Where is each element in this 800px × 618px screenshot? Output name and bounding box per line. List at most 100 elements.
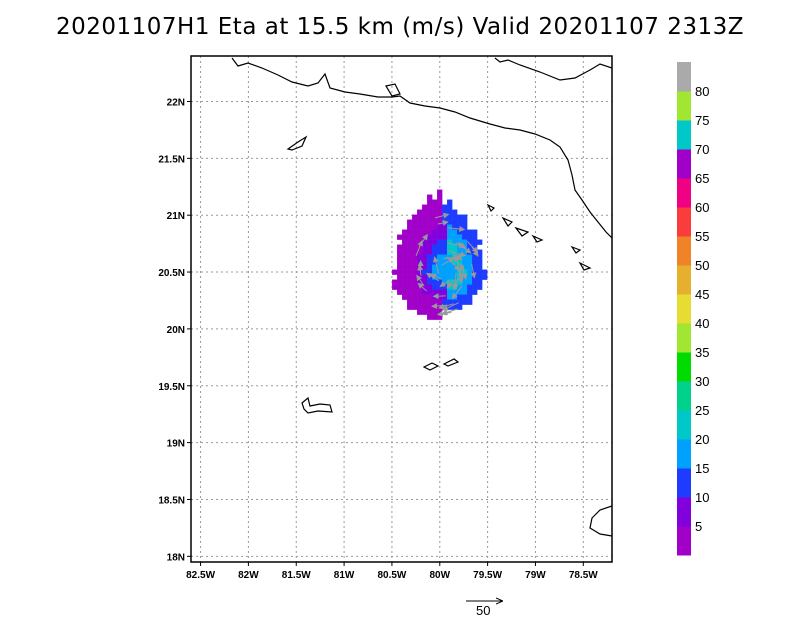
wind-speed-cell — [417, 220, 422, 225]
colorbar-swatch — [677, 497, 691, 527]
colorbar-swatch — [677, 178, 691, 208]
wind-speed-cell — [427, 295, 432, 300]
wind-speed-cell — [447, 290, 452, 295]
wind-speed-cell — [442, 250, 447, 255]
wind-speed-cell — [397, 275, 402, 280]
wind-speed-cell — [452, 275, 457, 280]
wind-speed-cell — [452, 245, 457, 250]
wind-speed-cell — [467, 230, 472, 235]
wind-speed-cell — [432, 220, 437, 225]
vector-scale-key: 50 — [466, 601, 502, 618]
colorbar-label: 5 — [695, 519, 702, 534]
lat-tick-label: 20.5N — [158, 268, 185, 279]
cay-1 — [288, 137, 306, 150]
wind-speed-cell — [467, 300, 472, 305]
wind-speed-cell — [477, 280, 482, 285]
colorbar-label: 50 — [695, 258, 709, 273]
wind-speed-cell — [412, 280, 417, 285]
wind-speed-cell — [427, 280, 432, 285]
wind-speed-cell — [402, 295, 407, 300]
wind-speed-cell — [412, 295, 417, 300]
wind-speed-cell — [417, 285, 422, 290]
wind-speed-cell — [422, 290, 427, 295]
wind-speed-cell — [407, 255, 412, 260]
wind-speed-cell — [412, 240, 417, 245]
lon-tick-label: 79.5W — [473, 570, 502, 581]
wind-speed-cell — [447, 225, 452, 230]
wind-speed-cell — [402, 275, 407, 280]
wind-speed-cell — [432, 290, 437, 295]
wind-speed-cell — [422, 260, 427, 265]
colorbar-label: 75 — [695, 113, 709, 128]
wind-speed-cell — [412, 300, 417, 305]
wind-speed-cell — [432, 225, 437, 230]
wind-speed-cell — [422, 250, 427, 255]
wind-speed-cell — [432, 250, 437, 255]
wind-speed-cell — [402, 255, 407, 260]
wind-speed-cell — [447, 245, 452, 250]
wind-speed-cell — [432, 210, 437, 215]
wind-speed-cell — [447, 205, 452, 210]
wind-speed-cell — [427, 315, 432, 320]
wind-speed-cell — [427, 310, 432, 315]
wind-speed-cell — [437, 230, 442, 235]
wind-speed-cell — [402, 265, 407, 270]
wind-speed-cell — [442, 225, 447, 230]
wind-speed-cell — [407, 235, 412, 240]
wind-speed-cell — [462, 290, 467, 295]
wind-speed-cell — [432, 245, 437, 250]
wind-speed-cell — [427, 300, 432, 305]
colorbar-swatch — [677, 381, 691, 411]
wind-speed-cell — [427, 225, 432, 230]
wind-speed-cell — [437, 315, 442, 320]
wind-speed-cell — [432, 295, 437, 300]
wind-speed-cell — [427, 195, 432, 200]
jamaica-coastline — [590, 506, 612, 536]
wind-speed-cell — [422, 295, 427, 300]
wind-speed-cell — [422, 245, 427, 250]
wind-speed-cell — [467, 235, 472, 240]
lon-tick-label: 81.5W — [282, 570, 311, 581]
wind-speed-cell — [427, 230, 432, 235]
cay-6 — [572, 247, 580, 253]
wind-speed-cell — [427, 200, 432, 205]
wind-speed-cell — [397, 270, 402, 275]
wind-speed-cell — [427, 285, 432, 290]
wind-speed-cell — [472, 285, 477, 290]
wind-speed-cell — [442, 205, 447, 210]
wind-speed-cell — [412, 225, 417, 230]
colorbar-swatch — [677, 120, 691, 150]
wind-speed-cell — [422, 205, 427, 210]
wind-speed-cell — [397, 235, 402, 240]
wind-speed-cell — [417, 255, 422, 260]
wind-speed-cell — [447, 265, 452, 270]
wind-speed-cell — [412, 260, 417, 265]
wind-speed-cell — [397, 250, 402, 255]
wind-speed-cell — [407, 300, 412, 305]
wind-speed-cell — [442, 230, 447, 235]
wind-speed-cell — [482, 275, 487, 280]
wind-speed-cell — [417, 290, 422, 295]
wind-speed-cell — [412, 220, 417, 225]
colorbar-swatch — [677, 236, 691, 266]
wind-speed-cell — [392, 280, 397, 285]
lat-tick-label: 19.5N — [158, 382, 185, 393]
lon-tick-label: 81W — [334, 570, 355, 581]
wind-speed-cell — [442, 210, 447, 215]
wind-speed-cell — [452, 230, 457, 235]
colorbar-label: 25 — [695, 403, 709, 418]
wind-speed-cell — [402, 250, 407, 255]
wind-speed-cell — [462, 300, 467, 305]
colorbar-swatch — [677, 410, 691, 440]
wind-speed-cell — [472, 240, 477, 245]
lon-tick-label: 78.5W — [569, 570, 598, 581]
wind-speed-cell — [422, 220, 427, 225]
colorbar-swatch — [677, 468, 691, 498]
wind-speed-cell — [437, 195, 442, 200]
wind-speed-cell — [447, 275, 452, 280]
colorbar-swatch — [677, 62, 691, 92]
wind-speed-cell — [417, 295, 422, 300]
wind-speed-cell — [407, 280, 412, 285]
wind-speed-cell — [462, 260, 467, 265]
wind-speed-cell — [412, 245, 417, 250]
